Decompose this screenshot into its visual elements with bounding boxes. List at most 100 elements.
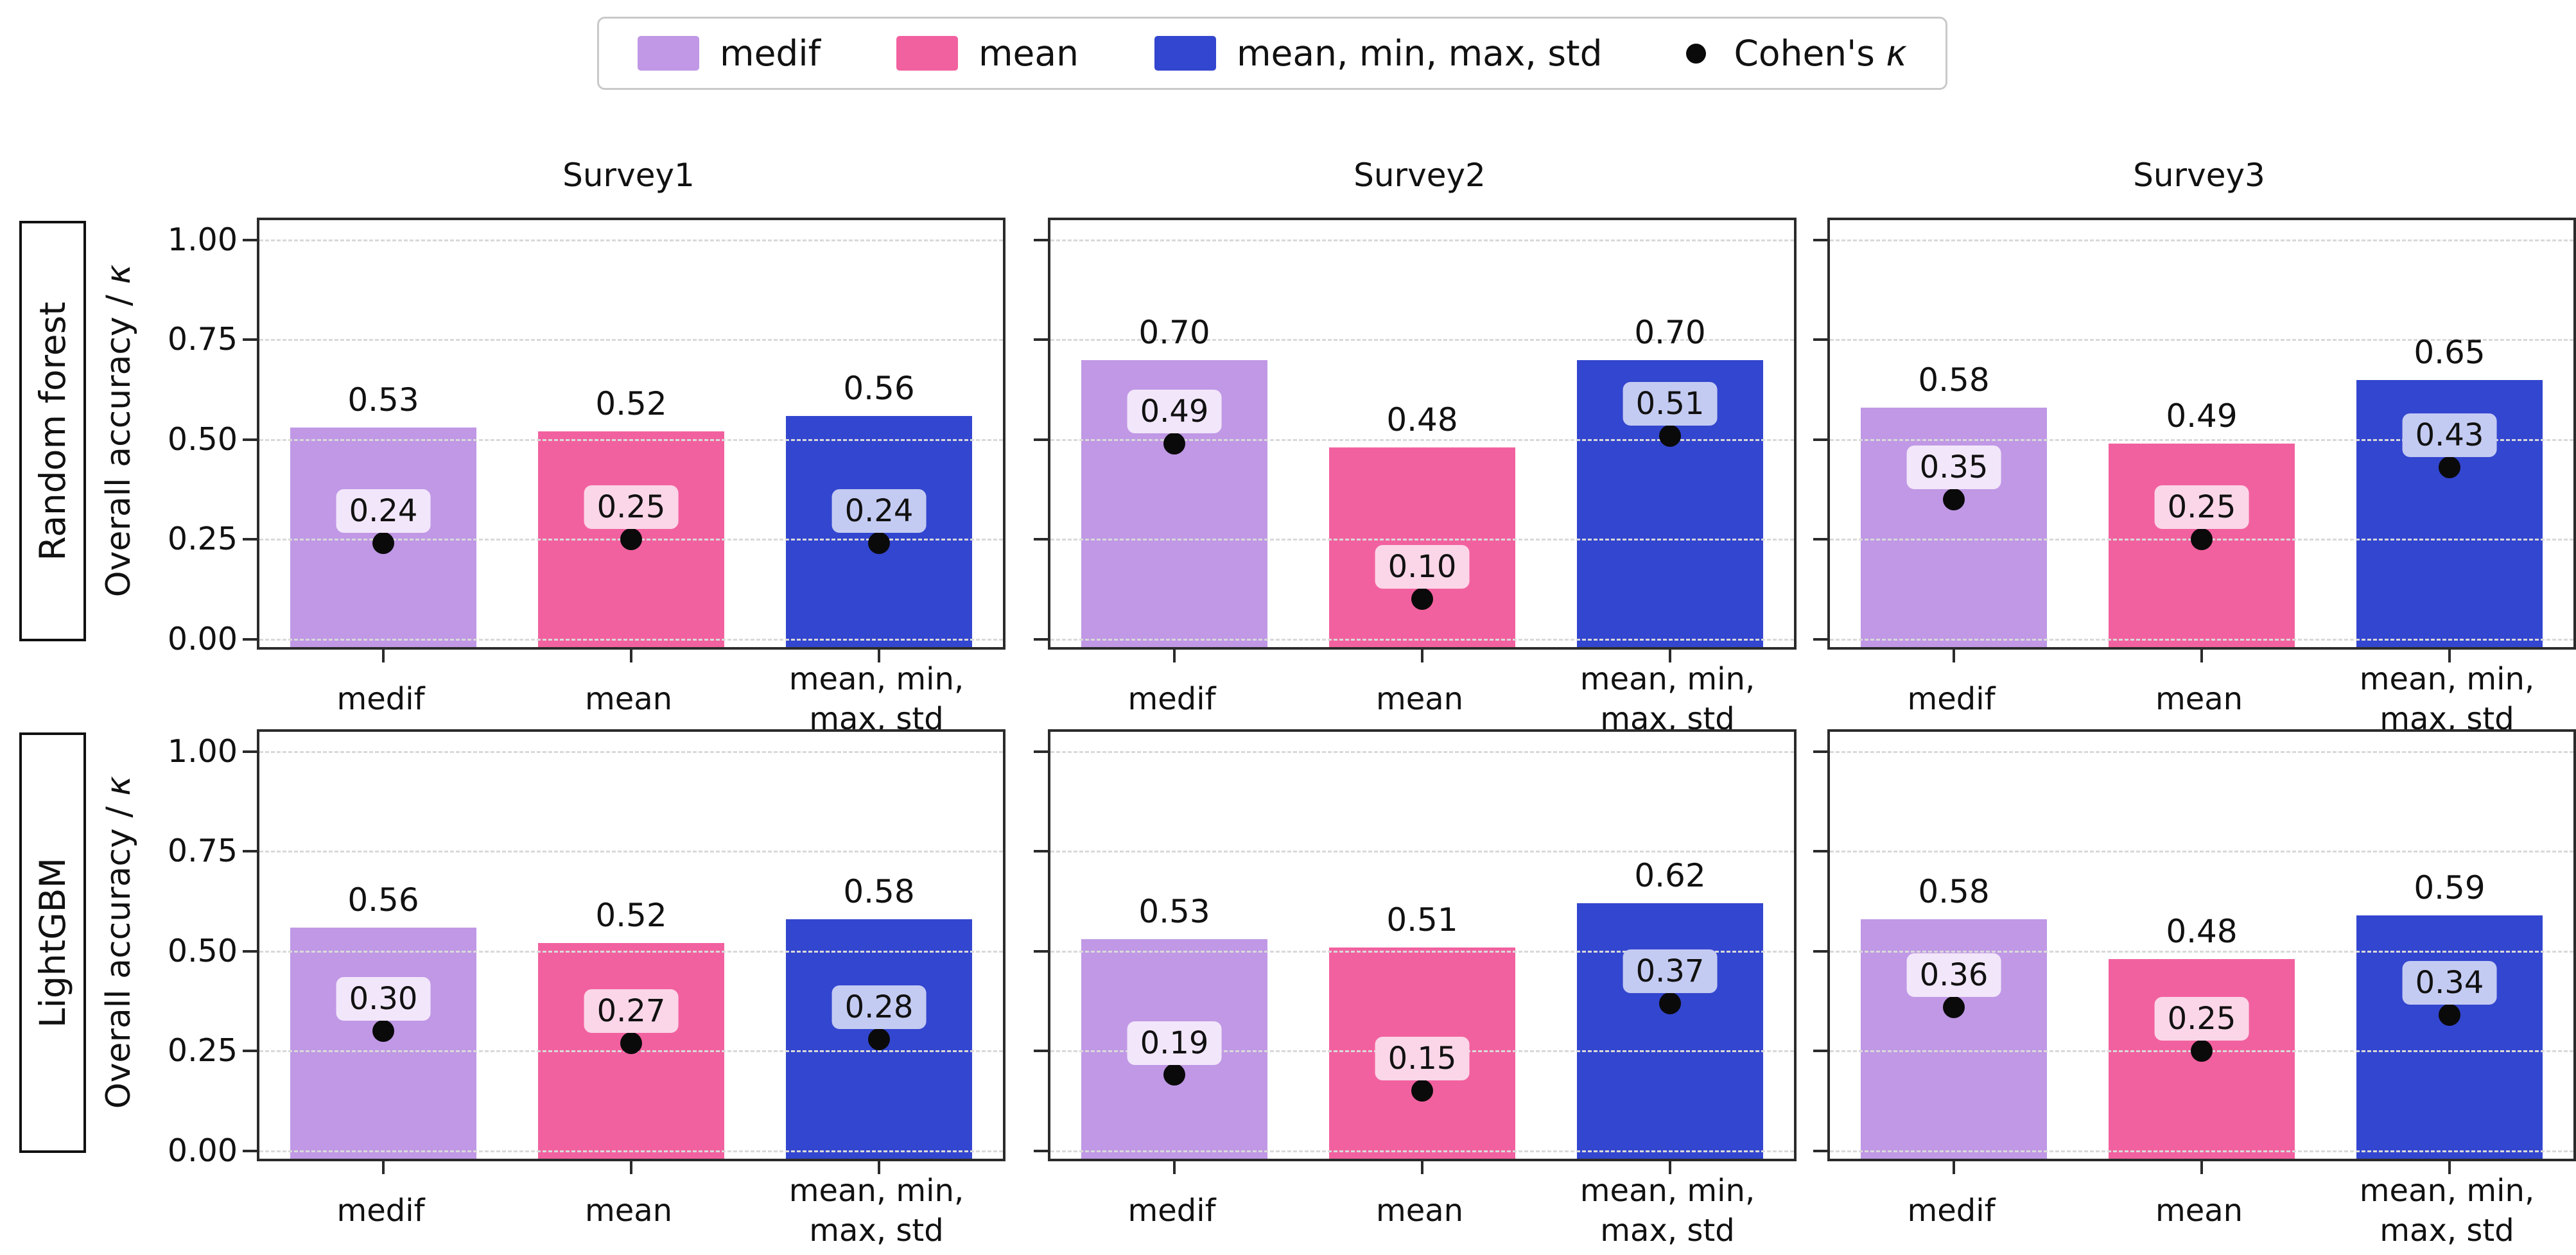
y-tick-mark bbox=[1034, 750, 1048, 754]
x-tick-label-mean-min-max-std: mean, min, max, std bbox=[788, 1172, 964, 1249]
x-tick-mark bbox=[2448, 650, 2451, 662]
y-tick-label: 0.25 bbox=[167, 521, 238, 558]
bar-value-label: 0.70 bbox=[1138, 313, 1210, 351]
x-tick-mark bbox=[382, 1161, 385, 1174]
x-tick-mark bbox=[382, 650, 385, 662]
kappa-value-label: 0.25 bbox=[2154, 997, 2249, 1041]
plot-area-lightgbm-survey2: 0.53 0.19 0.51 0.15 0.62 0.37 bbox=[1034, 729, 1797, 1174]
x-tick-mark bbox=[630, 650, 632, 662]
y-tick-mark bbox=[1034, 949, 1048, 953]
gridline bbox=[1050, 950, 1794, 953]
gridline bbox=[1050, 239, 1794, 242]
y-tick-label: 0.50 bbox=[167, 932, 238, 969]
gridline bbox=[1050, 339, 1794, 342]
y-tick-mark bbox=[1034, 850, 1048, 853]
y-tick-mark bbox=[243, 750, 257, 754]
kappa-dot bbox=[1943, 996, 1965, 1018]
gridline bbox=[1050, 1150, 1794, 1152]
bar-value-label: 0.48 bbox=[1386, 401, 1458, 439]
legend-swatch-icon bbox=[638, 36, 699, 71]
x-tick-mark bbox=[1669, 1161, 1671, 1174]
x-tick-label-mean-min-max-std: mean, min, max, std bbox=[2359, 1172, 2535, 1249]
bar-value-label: 0.52 bbox=[595, 385, 667, 423]
legend-item-label: mean, min, max, std bbox=[1236, 33, 1603, 74]
bar-medif bbox=[290, 927, 476, 1159]
y-tick-mark bbox=[1813, 1050, 1827, 1053]
gridline bbox=[1830, 950, 2573, 953]
y-tick-mark bbox=[1813, 750, 1827, 754]
y-tick-mark bbox=[243, 637, 257, 641]
bar-value-label: 0.56 bbox=[347, 881, 419, 919]
kappa-dot bbox=[1411, 588, 1433, 610]
kappa-dot bbox=[620, 528, 642, 551]
x-tick-label-medif: medif bbox=[1127, 680, 1216, 717]
x-tick-label-mean: mean bbox=[584, 680, 673, 717]
bar-value-label: 0.49 bbox=[2166, 397, 2238, 435]
gridline bbox=[1830, 239, 2573, 242]
y-tick-mark bbox=[243, 239, 257, 242]
x-tick-mark bbox=[2448, 1161, 2451, 1174]
bar-value-label: 0.62 bbox=[1634, 857, 1706, 895]
x-tick-label-medif: medif bbox=[336, 680, 425, 717]
y-tick-mark bbox=[1813, 338, 1827, 342]
kappa-value-label: 0.35 bbox=[1906, 446, 2001, 490]
kappa-dot bbox=[1943, 489, 1965, 511]
y-tick-mark bbox=[243, 438, 257, 441]
y-tick-mark bbox=[1034, 538, 1048, 541]
y-tick-mark bbox=[1813, 438, 1827, 441]
gridline bbox=[1830, 438, 2573, 441]
kappa-dot bbox=[2439, 1004, 2460, 1026]
kappa-value-label: 0.43 bbox=[2402, 413, 2497, 458]
x-tick-mark bbox=[2200, 650, 2203, 662]
plot-area-lightgbm-survey1: 0.56 0.30 0.52 0.27 0.58 0.28 bbox=[243, 729, 1005, 1174]
y-tick-label: 0.75 bbox=[167, 321, 238, 358]
row-label-text: Random forest bbox=[32, 301, 73, 561]
y-tick-mark bbox=[243, 338, 257, 342]
y-tick-mark bbox=[1813, 1149, 1827, 1152]
y-tick-mark bbox=[1813, 949, 1827, 953]
bar-mean-min-max-std bbox=[2356, 915, 2543, 1159]
kappa-dot bbox=[1163, 433, 1185, 455]
kappa-value-label: 0.49 bbox=[1127, 390, 1222, 434]
kappa-value-label: 0.36 bbox=[1906, 953, 2001, 997]
x-tick-mark bbox=[630, 1161, 632, 1174]
plot-area-random-forest-survey1: 0.53 0.24 0.52 0.25 0.56 0.24 bbox=[243, 218, 1005, 662]
x-tick-mark bbox=[878, 1161, 880, 1174]
kappa-dot-icon bbox=[1685, 43, 1706, 64]
x-tick-label-mean: mean bbox=[2155, 680, 2243, 717]
bar-medif bbox=[1861, 408, 2047, 647]
y-tick-label: 0.00 bbox=[167, 1132, 238, 1169]
bar-value-label: 0.58 bbox=[1918, 873, 1990, 911]
bar-value-label: 0.56 bbox=[843, 369, 915, 407]
y-tick-mark bbox=[1813, 538, 1827, 541]
bar-value-label: 0.53 bbox=[1138, 893, 1210, 931]
x-tick-mark bbox=[878, 650, 880, 662]
legend-item-label: Cohen's κ bbox=[1734, 33, 1907, 74]
gridline bbox=[1830, 751, 2573, 754]
legend-item-label: mean bbox=[978, 33, 1079, 74]
plot-area-random-forest-survey3: 0.58 0.35 0.49 0.25 0.65 0.43 bbox=[1813, 218, 2576, 662]
plot-area-lightgbm-survey3: 0.58 0.36 0.48 0.25 0.59 0.34 bbox=[1813, 729, 2576, 1174]
y-tick-label: 0.00 bbox=[167, 620, 238, 657]
y-tick-mark bbox=[1034, 637, 1048, 641]
y-tick-mark bbox=[243, 1149, 257, 1152]
bar-value-label: 0.58 bbox=[843, 873, 915, 911]
y-tick-label: 0.25 bbox=[167, 1032, 238, 1069]
y-tick-label: 1.00 bbox=[167, 733, 238, 770]
legend-swatch-icon bbox=[1154, 36, 1216, 71]
y-tick-mark bbox=[1813, 850, 1827, 853]
x-tick-label-mean: mean bbox=[2155, 1192, 2243, 1229]
kappa-dot bbox=[2191, 528, 2213, 551]
legend-item-mean: mean bbox=[896, 33, 1079, 74]
gridline bbox=[259, 438, 1003, 441]
bar-value-label: 0.53 bbox=[347, 381, 419, 419]
x-tick-mark bbox=[1669, 650, 1671, 662]
panel-title-survey3: Survey3 bbox=[2133, 157, 2265, 194]
kappa-dot bbox=[1163, 1064, 1185, 1086]
y-tick-mark bbox=[1034, 1050, 1048, 1053]
gridline bbox=[259, 239, 1003, 242]
kappa-dot bbox=[2191, 1040, 2213, 1062]
bar-mean-min-max-std bbox=[1577, 903, 1763, 1159]
bar-value-label: 0.65 bbox=[2414, 333, 2485, 371]
kappa-value-label: 0.30 bbox=[336, 977, 431, 1021]
